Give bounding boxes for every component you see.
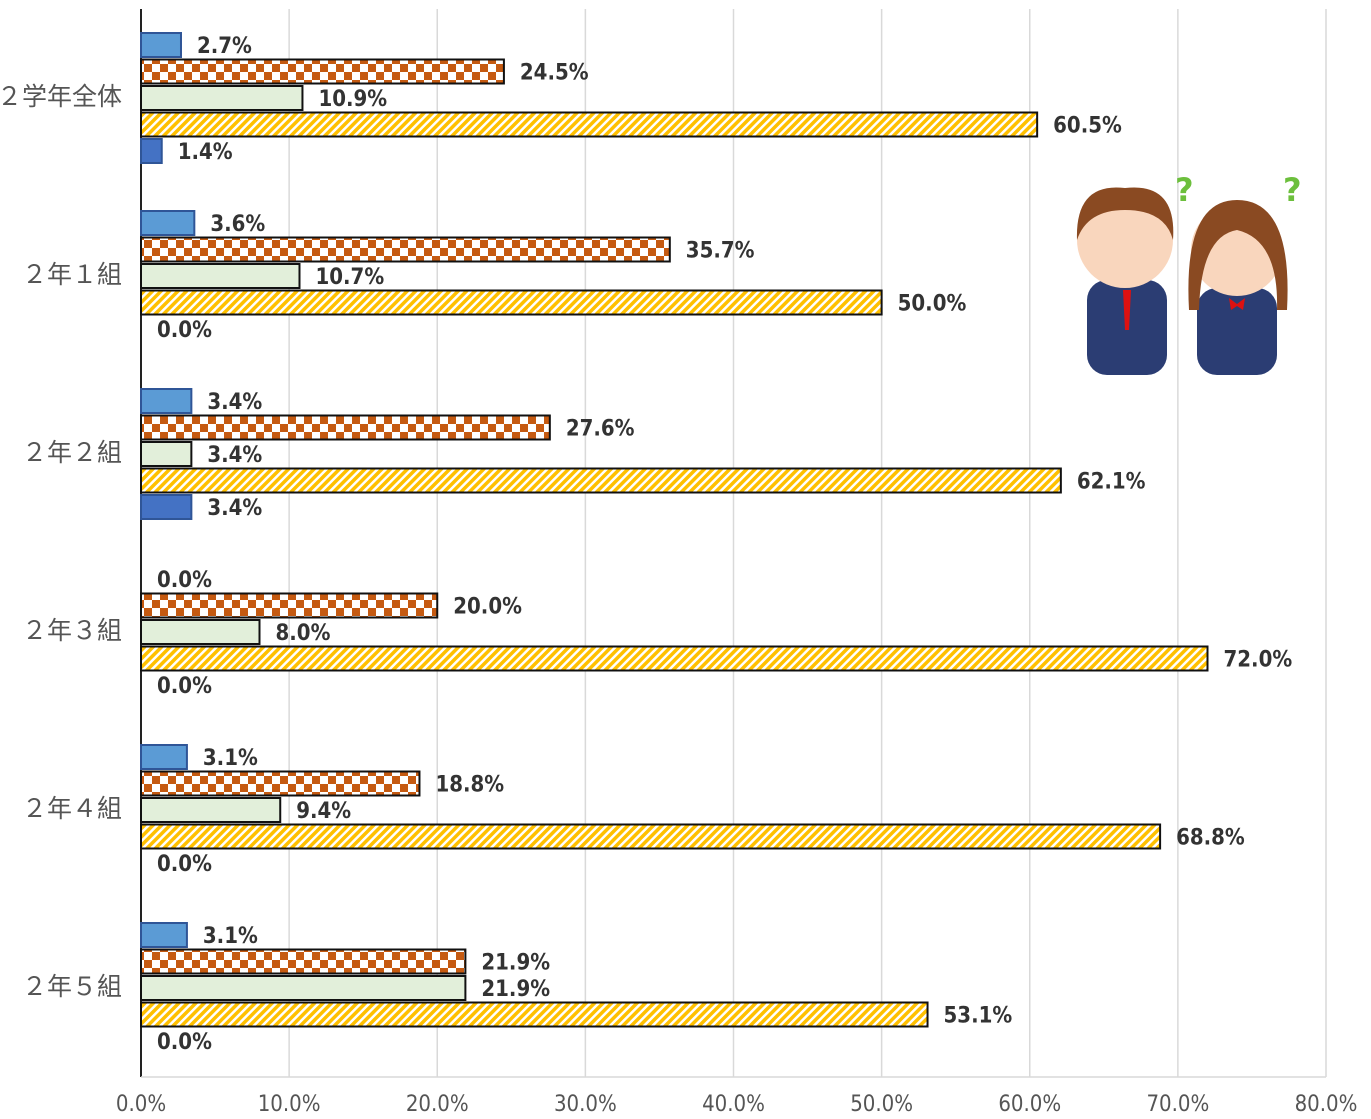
value-label: 18.8% [435, 773, 504, 798]
category-label: ２年４組 [22, 794, 122, 823]
x-tick-label: 50.0% [850, 1092, 913, 1117]
value-label: 3.4% [207, 496, 262, 521]
bar [141, 139, 162, 163]
category-label: ２年２組 [22, 438, 122, 467]
bar [141, 238, 670, 262]
value-label: 3.4% [207, 443, 262, 468]
students-illustration: ? ? [1077, 171, 1302, 375]
bar [141, 416, 550, 440]
category-label: ２年５組 [22, 972, 122, 1001]
value-label: 0.0% [157, 852, 212, 877]
category-label: ２年３組 [22, 616, 122, 645]
value-label: 35.7% [686, 239, 755, 264]
x-tick-label: 10.0% [258, 1092, 321, 1117]
bar [141, 389, 191, 413]
value-label: 0.0% [157, 1030, 212, 1055]
value-label: 21.9% [481, 951, 550, 976]
bar [141, 976, 465, 1000]
bar [141, 772, 419, 796]
chart: ? ? 0.0% 10.0% 20.0% 30.0% 40.0% 50.0% 60.0% 70… [0, 0, 1371, 1119]
value-label: 3.1% [203, 746, 258, 771]
bar [141, 291, 882, 315]
bars [141, 33, 1208, 1027]
value-label: 21.9% [481, 977, 550, 1002]
value-label: 1.4% [178, 140, 233, 165]
bar [141, 495, 191, 519]
value-label: 20.0% [453, 595, 522, 620]
bar [141, 950, 465, 974]
bar [141, 211, 194, 235]
value-label: 60.5% [1053, 114, 1122, 139]
value-label: 0.0% [157, 568, 212, 593]
bar [141, 113, 1037, 137]
x-tick-label: 80.0% [1295, 1092, 1358, 1117]
x-tick-label: 0.0% [116, 1092, 166, 1117]
bar [141, 442, 191, 466]
bar [141, 33, 181, 57]
value-label: 10.7% [315, 265, 384, 290]
bar [141, 1003, 928, 1027]
category-label: ２学年全体 [0, 82, 122, 111]
question-mark: ? [1175, 171, 1194, 209]
value-label: 27.6% [566, 417, 635, 442]
value-label: 10.9% [318, 87, 387, 112]
bar [141, 264, 299, 288]
x-tick-label: 30.0% [554, 1092, 617, 1117]
x-tick-label: 70.0% [1146, 1092, 1209, 1117]
value-label: 3.4% [207, 390, 262, 415]
value-label: 62.1% [1077, 470, 1146, 495]
question-mark: ? [1283, 171, 1302, 209]
bar [141, 60, 504, 84]
bar [141, 469, 1061, 493]
value-label: 2.7% [197, 34, 252, 59]
grid [141, 9, 1326, 1077]
value-label: 50.0% [898, 292, 967, 317]
value-label: 72.0% [1224, 648, 1293, 673]
value-label: 24.5% [520, 61, 589, 86]
bar [141, 798, 280, 822]
value-label: 0.0% [157, 318, 212, 343]
bar [141, 594, 437, 618]
value-label: 68.8% [1176, 826, 1245, 851]
bar [141, 620, 260, 644]
bar [141, 923, 187, 947]
x-tick-label: 20.0% [406, 1092, 469, 1117]
bar [141, 825, 1160, 849]
girl-body [1197, 288, 1277, 375]
bar [141, 86, 302, 110]
x-tick-label: 60.0% [998, 1092, 1061, 1117]
value-label: 3.6% [210, 212, 265, 237]
bar [141, 647, 1208, 671]
bar [141, 745, 187, 769]
value-label: 9.4% [296, 799, 351, 824]
value-label: 3.1% [203, 924, 258, 949]
value-label: 8.0% [276, 621, 331, 646]
x-tick-label: 40.0% [702, 1092, 765, 1117]
category-label: ２年１組 [22, 260, 122, 289]
value-label: 0.0% [157, 674, 212, 699]
value-label: 53.1% [944, 1004, 1013, 1029]
